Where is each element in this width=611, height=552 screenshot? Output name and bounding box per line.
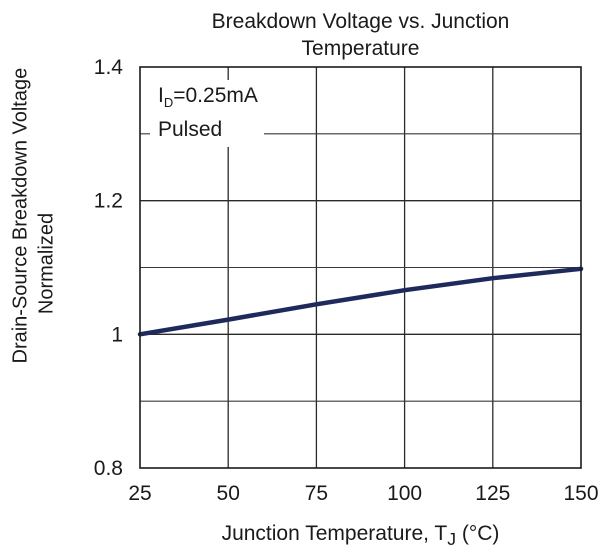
chart-title-line-1: Breakdown Voltage vs. Junction: [211, 10, 510, 33]
x-axis-label-subscript: J: [447, 529, 457, 550]
y-tick-label: 0.8: [94, 457, 123, 480]
x-tick-label: 75: [305, 482, 328, 505]
annotation-box: ID=0.25mA Pulsed: [150, 80, 264, 148]
annotation-mode: Pulsed: [158, 118, 223, 142]
x-tick-label: 100: [387, 482, 422, 505]
y-tick-label: 1.4: [94, 56, 124, 79]
annotation-current-subscript: D: [163, 95, 174, 111]
grid-layer: [140, 67, 581, 468]
x-tick-label: 150: [563, 482, 598, 505]
y-tick-label: 1.2: [94, 190, 123, 213]
series-line: [137, 266, 584, 337]
plot-border: [139, 66, 582, 469]
y-axis-label-line-2: Normalized: [35, 212, 58, 315]
x-axis-label-unit: (°C): [456, 522, 500, 545]
annotation-current-symbol: I: [158, 84, 164, 107]
y-axis-label-line-1: Drain-Source Breakdown Voltage: [9, 67, 32, 364]
tick-labels: 25 50 75 100 125 150 0.8 1 1.2 1.4: [94, 56, 599, 505]
x-tick-label: 125: [475, 482, 510, 505]
x-tick-label: 50: [217, 482, 240, 505]
x-tick-label: 25: [128, 482, 151, 505]
chart-title-line-2: Temperature: [301, 37, 420, 60]
y-tick-label: 1: [111, 323, 123, 346]
series-layer: [137, 266, 584, 337]
annotation-current-value: =0.25mA: [173, 84, 258, 107]
annotation-current: ID=0.25mA: [158, 82, 258, 116]
x-axis-label-text: Junction Temperature, T: [221, 522, 448, 545]
x-axis-label: Junction Temperature, TJ (°C): [140, 522, 581, 550]
plot-frame: [139, 66, 582, 469]
